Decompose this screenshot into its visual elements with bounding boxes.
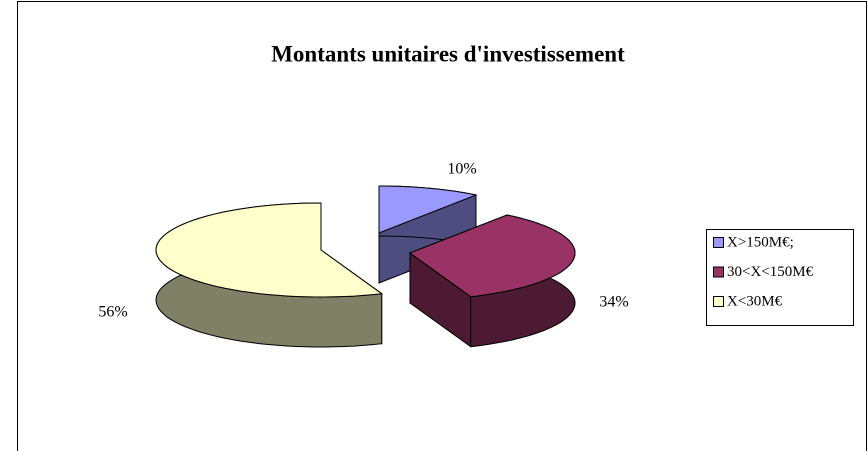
- legend-label: X>150M€;: [727, 234, 794, 250]
- legend-swatch: [713, 266, 724, 278]
- slice: [408, 214, 576, 298]
- data-label: 56%: [98, 304, 127, 321]
- data-label: 34%: [599, 294, 628, 311]
- slice: [378, 185, 478, 234]
- data-label: 10%: [447, 161, 476, 178]
- legend-label: X<30M€: [727, 293, 783, 309]
- legend-box: [706, 229, 854, 326]
- chart-title: Montants unitaires d'investissement: [271, 41, 625, 66]
- slice: [155, 202, 384, 298]
- legend-swatch: [713, 296, 724, 307]
- chart-frame: [17, 1, 867, 451]
- legend-label: 30<X<150M€: [727, 264, 814, 280]
- legend-swatch: [713, 237, 724, 248]
